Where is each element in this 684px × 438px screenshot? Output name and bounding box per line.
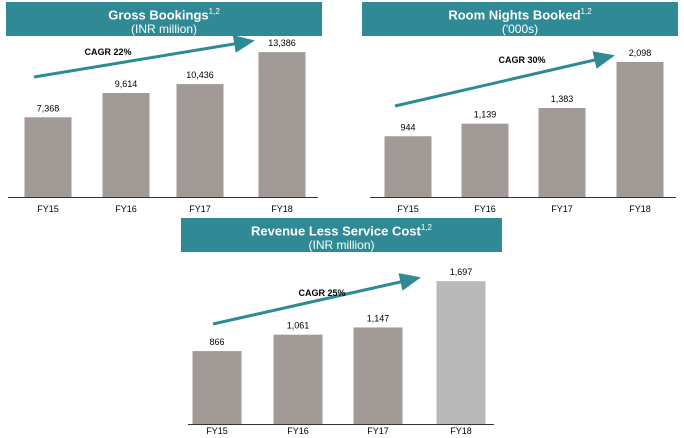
cagr-arrow	[33, 35, 255, 79]
category-label-fy17: FY17	[551, 204, 573, 214]
value-label-fy15: 866	[209, 337, 224, 347]
value-label-fy17: 10,436	[186, 70, 214, 80]
cagr-arrow	[394, 51, 615, 108]
cagr-label: CAGR 22%	[84, 47, 131, 57]
category-label-fy16: FY16	[474, 204, 496, 214]
bar-fy16	[102, 92, 150, 197]
room-nights-subtitle: ('000s)	[501, 22, 539, 37]
bar-fy15	[384, 136, 432, 197]
revenue-title: Revenue Less Service Cost1,2	[251, 223, 432, 239]
gross-bookings-title: Gross Bookings1,2	[108, 7, 220, 23]
value-label-fy16: 9,614	[115, 79, 138, 89]
cagr-arrow	[212, 273, 421, 326]
category-label-fy18: FY18	[271, 204, 293, 214]
bar-fy17	[176, 84, 224, 197]
category-label-fy17: FY17	[189, 204, 211, 214]
bar-fy16	[273, 334, 323, 424]
bar-fy15	[192, 351, 242, 424]
category-label-fy15: FY15	[37, 204, 59, 214]
bar-fy18	[436, 281, 486, 424]
cagr-label: CAGR 25%	[298, 288, 345, 298]
category-label-fy15: FY15	[206, 426, 228, 436]
gross-bookings-subtitle: (INR million)	[131, 22, 197, 37]
bar-fy18	[616, 62, 664, 197]
value-label-fy16: 1,139	[474, 110, 497, 120]
category-label-fy17: FY17	[367, 426, 389, 436]
revenue-subtitle: (INR million)	[308, 238, 375, 253]
value-label-fy18: 2,098	[629, 48, 652, 58]
value-label-fy17: 1,147	[367, 313, 390, 323]
category-label-fy16: FY16	[115, 204, 137, 214]
bar-fy16	[461, 123, 509, 197]
value-label-fy18: 13,386	[268, 38, 296, 48]
room-nights-title: Room Nights Booked1,2	[448, 7, 592, 23]
value-label-fy15: 7,368	[37, 103, 60, 113]
bar-fy17	[353, 327, 403, 424]
value-label-fy17: 1,383	[551, 94, 574, 104]
gross-bookings-header: Gross Bookings1,2 (INR million)	[6, 2, 322, 36]
value-label-fy18: 1,697	[450, 267, 473, 277]
room-nights-header: Room Nights Booked1,2 ('000s)	[362, 2, 678, 36]
value-label-fy16: 1,061	[287, 321, 310, 331]
bar-fy18	[258, 52, 306, 197]
revenue-header: Revenue Less Service Cost1,2 (INR millio…	[181, 218, 502, 252]
value-label-fy15: 944	[400, 122, 415, 132]
cagr-label: CAGR 30%	[498, 55, 545, 65]
bar-fy15	[24, 117, 72, 197]
category-label-fy16: FY16	[287, 426, 309, 436]
category-label-fy15: FY15	[397, 204, 419, 214]
category-label-fy18: FY18	[450, 426, 472, 436]
category-label-fy18: FY18	[629, 204, 651, 214]
bar-fy17	[538, 108, 586, 197]
